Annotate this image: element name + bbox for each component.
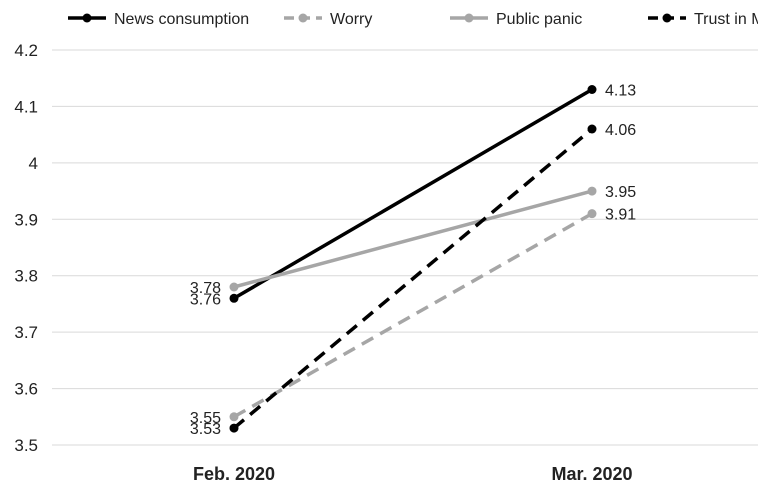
data-label: 3.91 [605,207,636,224]
gridlines [52,49,758,446]
data-point [229,282,239,292]
data-point [229,293,239,303]
legend-swatch-marker [298,13,308,23]
data-point [587,209,597,219]
legend-swatch-marker [464,13,474,23]
data-point [229,423,239,433]
data-label: 3.76 [190,291,221,308]
data-labels: 3.76 4.13 3.55 3.91 3.78 3.95 3.53 4.06 [190,83,636,439]
data-label: 3.55 [190,410,221,427]
series-line [233,212,593,419]
y-tick-label: 4.2 [14,41,38,60]
y-tick-label: 3.7 [14,323,38,342]
data-point [587,124,597,134]
data-label: 3.78 [190,280,221,297]
legend-label: Worry [330,11,372,28]
legend-label: Public panic [496,11,582,28]
data-label: 4.13 [605,83,636,100]
y-tick-label: 3.9 [14,210,38,229]
series-line [233,87,593,300]
x-category-label: Mar. 2020 [551,464,632,484]
y-tick-label: 3.5 [14,436,38,455]
x-category-label: Feb. 2020 [193,464,275,484]
data-point [587,186,597,196]
data-label: 4.06 [605,122,636,139]
series-line [232,127,594,430]
y-axis: 3.5 3.6 3.7 3.8 3.9 4 4.1 4.2 [14,41,38,455]
legend-swatch-marker [82,13,92,23]
legend: News consumption Worry Public panic Trust i… [68,11,758,28]
data-label: 3.53 [190,421,221,438]
data-point [587,85,597,94]
x-axis: Feb. 2020 Mar. 2020 [193,464,633,484]
legend-label: Trust in MOH [694,11,758,28]
data-label: 3.95 [605,184,636,201]
y-tick-label: 3.8 [14,267,38,286]
data-point [229,412,239,422]
y-tick-label: 4 [29,154,38,173]
legend-swatch-marker [662,13,672,23]
y-tick-label: 3.6 [14,380,38,399]
y-tick-label: 4.1 [14,97,38,116]
series-lines [229,85,597,433]
legend-label: News consumption [114,11,249,28]
series-line [233,189,593,289]
